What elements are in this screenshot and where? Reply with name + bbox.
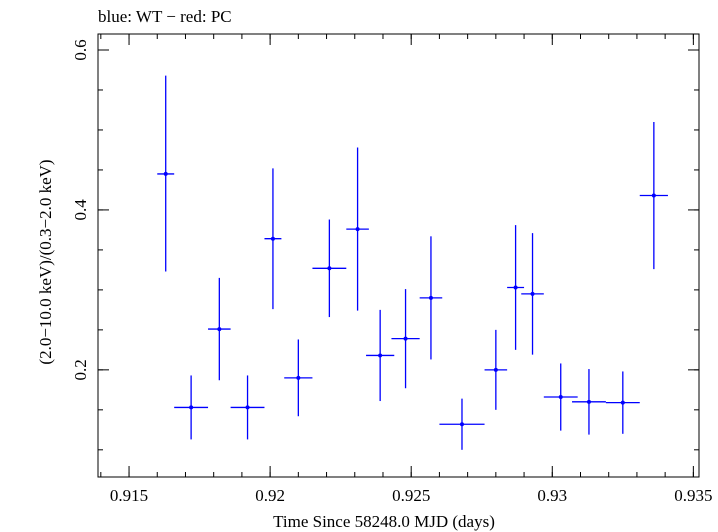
x-tick-label: 0.92 bbox=[255, 486, 285, 505]
x-tick-label: 0.915 bbox=[110, 486, 148, 505]
data-point bbox=[484, 329, 508, 410]
data-point bbox=[521, 233, 544, 355]
point-marker bbox=[558, 395, 563, 400]
data-point bbox=[230, 375, 265, 440]
data-point bbox=[543, 363, 578, 431]
point-marker bbox=[428, 295, 433, 300]
y-axis: 0.2 0.4 0.6 bbox=[71, 39, 699, 451]
data-point bbox=[572, 369, 606, 435]
point-marker bbox=[620, 400, 625, 405]
plot-frame bbox=[97, 33, 700, 478]
y-tick-label: 0.4 bbox=[71, 199, 90, 221]
point-marker bbox=[270, 236, 275, 241]
data-point bbox=[605, 371, 640, 434]
data-point bbox=[366, 309, 395, 402]
data-point bbox=[419, 236, 443, 360]
point-marker bbox=[651, 193, 656, 198]
data-point bbox=[174, 375, 209, 440]
point-marker bbox=[327, 266, 332, 271]
point-marker bbox=[217, 327, 222, 332]
point-marker bbox=[513, 285, 518, 290]
point-marker bbox=[586, 399, 591, 404]
point-marker bbox=[459, 422, 464, 427]
point-marker bbox=[245, 405, 250, 410]
point-marker bbox=[493, 367, 498, 372]
data-point bbox=[264, 168, 282, 310]
point-marker bbox=[530, 291, 535, 296]
data-point bbox=[284, 339, 313, 417]
data-point bbox=[507, 225, 525, 350]
data-point bbox=[639, 121, 668, 270]
point-marker bbox=[355, 227, 360, 232]
y-tick-label: 0.2 bbox=[71, 359, 90, 380]
data-series-wt bbox=[157, 75, 668, 450]
x-tick-label: 0.925 bbox=[392, 486, 430, 505]
y-tick-label: 0.6 bbox=[71, 39, 90, 60]
point-marker bbox=[378, 353, 383, 358]
data-point bbox=[312, 219, 347, 318]
x-axis: 0.915 0.92 0.925 0.93 0.935 bbox=[100, 34, 712, 505]
point-marker bbox=[163, 171, 168, 176]
x-tick-label: 0.93 bbox=[537, 486, 567, 505]
x-axis-label: Time Since 58248.0 MJD (days) bbox=[273, 512, 495, 531]
data-point bbox=[208, 277, 231, 381]
point-marker bbox=[403, 336, 408, 341]
y-axis-label: (2.0−10.0 keV)/(0.3−2.0 keV) bbox=[36, 159, 55, 364]
data-point bbox=[439, 398, 485, 450]
point-marker bbox=[189, 405, 194, 410]
point-marker bbox=[296, 375, 301, 380]
x-tick-label: 0.935 bbox=[674, 486, 712, 505]
data-point bbox=[391, 289, 420, 389]
chart-title: blue: WT − red: PC bbox=[98, 7, 232, 26]
data-point bbox=[346, 147, 369, 311]
data-point bbox=[157, 75, 175, 272]
